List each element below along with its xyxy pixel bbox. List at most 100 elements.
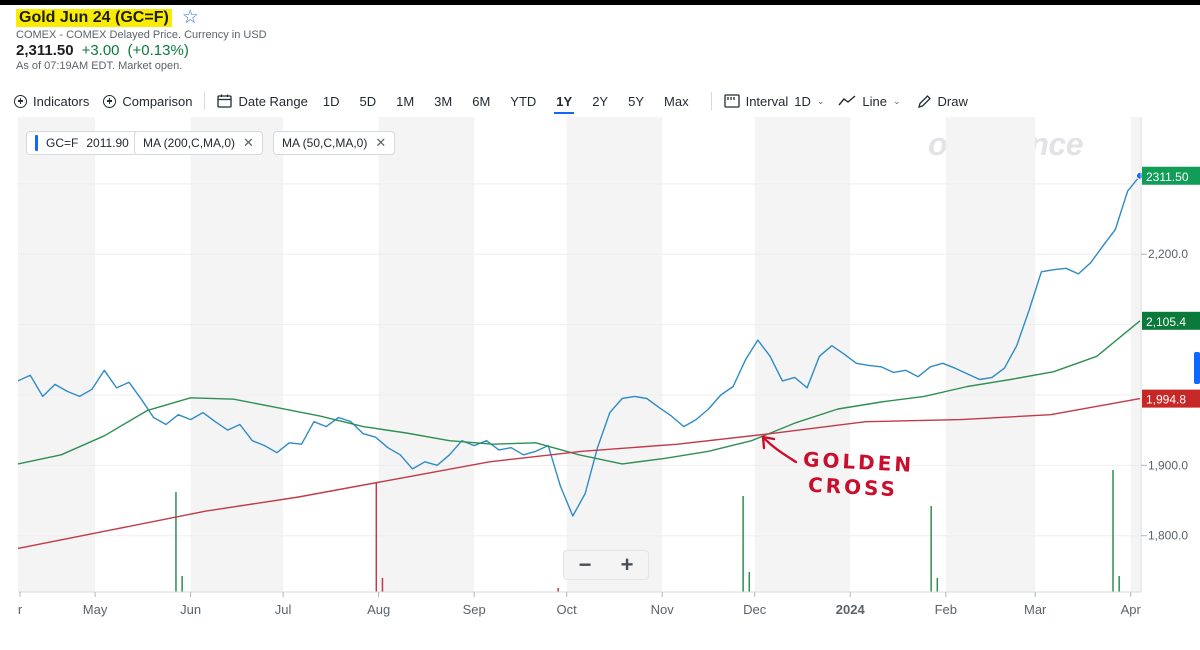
line-type-label: Line [862,93,887,109]
volume-bar [742,496,744,592]
date-range-button[interactable]: Date Range [217,93,308,109]
volume-bars [175,470,1120,592]
zoom-control: − + [563,550,649,580]
month-band [566,117,663,592]
annotation-cross: CROSS [807,472,899,502]
calendar-icon [217,94,233,108]
line-chart-icon [838,95,856,106]
y-tick-label: 1,800.0 [1148,529,1188,543]
indicators-button[interactable]: Indicators [14,94,89,109]
toolbar-divider [710,92,712,110]
legend-ma200-label: MA (200,C,MA,0) [143,136,236,150]
ma200-line [17,397,1141,550]
comparison-button[interactable]: Comparison [103,94,192,109]
price-tag [1142,311,1200,330]
add-circle-icon [103,94,117,108]
axes: 1,800.0 1,900.0 2,200.0 r May Jun Jul Aug Sep Oct… [18,117,1188,617]
interval-value: 1D [794,93,811,109]
month-band [945,117,1036,592]
price-tag [1142,389,1200,408]
volume-bar [930,506,932,592]
range-selector: 1D 5D 1M 3M 6M YTD 1Y 2Y 5Y Max [313,93,699,114]
volume-bar [181,576,183,592]
x-tick-label: Jul [275,602,292,617]
volume-bar [1112,470,1114,592]
volume-bar [748,572,751,592]
price-tags: 2311.50 2,105.4 1,994.8 [1142,166,1200,408]
range-ytd[interactable]: YTD [510,93,537,109]
draw-label: Draw [937,93,968,109]
price-change: +3.00 [81,42,120,59]
month-band [190,117,284,592]
range-5y[interactable]: 5Y [628,93,645,109]
volume-bar [375,482,378,592]
annotation-arrow [761,435,798,464]
current-price: 2,311.50 [16,42,74,59]
chart-toolbar: Indicators Comparison Date Range 1D 5D 1… [14,90,968,114]
x-tick-label: Sep [463,602,486,617]
candles-icon [723,94,740,108]
x-tick-label: Jun [180,602,201,617]
line-type-button[interactable]: Line ⌄ [838,93,901,109]
add-circle-icon [14,94,27,108]
x-tick-label: May [83,602,108,617]
volume-bar [936,578,939,592]
range-6m[interactable]: 6M [472,93,491,109]
month-band [754,117,851,592]
zoom-in-button[interactable]: + [620,552,634,577]
x-tick-label: Aug [367,602,390,617]
price-line [17,175,1141,517]
range-5d[interactable]: 5D [359,93,377,109]
comparison-label: Comparison [122,93,193,109]
x-tick-label: r [18,602,23,617]
volume-bar [175,492,177,592]
y-tick-label: 2,200.0 [1148,247,1188,261]
close-icon[interactable]: ✕ [243,135,254,150]
x-tick-label: Nov [651,602,675,617]
price-tag-label: 1,994.8 [1146,393,1186,407]
legend-ma50[interactable]: MA (50,C,MA,0) ✕ [273,131,396,155]
date-range-label: Date Range [238,93,308,109]
x-tick-label: Mar [1024,602,1047,617]
month-band [378,117,475,592]
legend-symbol[interactable]: GC=F 2011.90 [26,131,138,155]
star-icon[interactable]: ☆ [181,7,199,28]
x-tick-label: Dec [743,602,767,617]
close-icon[interactable]: ✕ [375,135,387,150]
x-tick-label: 2024 [836,602,866,617]
month-bands [18,117,1140,592]
zoom-out-button[interactable]: − [578,552,592,577]
pencil-icon [917,94,931,108]
series-lines [17,171,1144,550]
exchange-subtitle: COMEX - COMEX Delayed Price. Currency in… [16,29,267,41]
volume-bar [1118,576,1120,592]
volume-bar [557,588,559,592]
top-frame [0,0,1200,5]
interval-button[interactable]: Interval 1D ⌄ [723,93,825,109]
legend-symbol-value: 2011.90 [86,136,129,150]
indicators-label: Indicators [33,93,90,109]
instrument-title: Gold Jun 24 (GC=F) [16,8,172,27]
range-1y[interactable]: 1Y [554,93,575,114]
series-color-marker [35,135,38,151]
range-1d[interactable]: 1D [322,93,340,109]
scroll-handle [1194,352,1200,384]
x-tick-label: Apr [1121,602,1142,617]
quote-header: Gold Jun 24 (GC=F) ☆ COMEX - COMEX Delay… [16,8,267,72]
legend-ma50-label: MA (50,C,MA,0) [282,136,368,150]
y-tick-label: 1,900.0 [1148,458,1188,472]
price-tag-label: 2311.50 [1146,170,1189,184]
price-tag [1142,166,1200,185]
price-change-percent: (+0.13%) [127,42,189,59]
range-max[interactable]: Max [664,93,689,109]
range-3m[interactable]: 3M [434,93,453,109]
toolbar-divider [204,92,206,110]
range-2y[interactable]: 2Y [592,93,609,109]
chevron-down-icon: ⌄ [892,95,901,106]
chevron-down-icon: ⌄ [816,95,825,106]
legend-ma200[interactable]: MA (200,C,MA,0) ✕ [134,131,263,155]
draw-button[interactable]: Draw [917,94,968,109]
range-1m[interactable]: 1M [396,93,415,109]
x-tick-label: Oct [557,602,578,617]
